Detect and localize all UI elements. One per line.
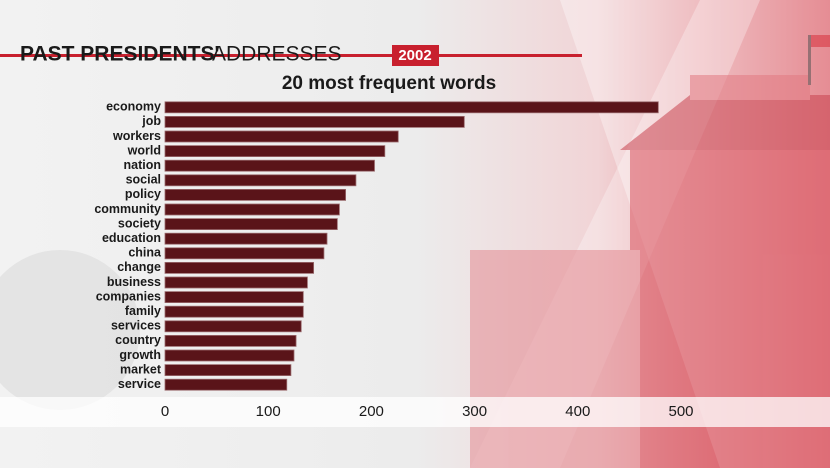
y-tick-label: country: [115, 333, 161, 347]
bar: [164, 364, 292, 377]
x-tick-label: 300: [462, 403, 487, 420]
bar: [164, 174, 357, 187]
y-tick-label: service: [118, 377, 161, 391]
bar: [164, 305, 304, 318]
bar: [164, 276, 308, 289]
y-tick-label: social: [126, 173, 161, 187]
bar: [164, 261, 315, 274]
y-tick-label: market: [120, 362, 162, 376]
title: ADDRESSES: [212, 43, 342, 66]
y-tick-label: china: [128, 246, 162, 260]
y-tick-label: community: [94, 202, 161, 216]
bar: [164, 232, 328, 245]
y-tick-label: economy: [106, 100, 161, 114]
y-tick-label: nation: [124, 158, 162, 172]
bar: [164, 203, 340, 216]
bar: [164, 101, 659, 114]
y-tick-label: change: [117, 260, 161, 274]
bar: [164, 378, 288, 391]
y-tick-label: companies: [96, 289, 161, 303]
bar: [164, 334, 297, 347]
x-tick-label: 500: [668, 403, 693, 420]
x-tick-label: 400: [565, 403, 590, 420]
x-tick-label: 200: [359, 403, 384, 420]
bar: [164, 291, 304, 304]
y-tick-label: job: [141, 114, 161, 128]
title: PAST PRESIDENTS': [20, 43, 219, 66]
bar: [164, 188, 347, 201]
y-tick-label: policy: [125, 187, 161, 201]
year-label: 2002: [398, 47, 431, 64]
bar: [164, 130, 399, 143]
bar: [164, 116, 465, 128]
y-tick-label: world: [127, 143, 161, 157]
bar: [164, 247, 325, 260]
y-tick-label: business: [107, 275, 161, 289]
y-tick-label: growth: [119, 348, 161, 362]
title-rule: [0, 54, 582, 57]
bar: [164, 218, 338, 231]
axis-band: [0, 397, 830, 427]
y-tick-label: workers: [112, 129, 161, 143]
bar: [164, 145, 386, 158]
year-badge: [392, 45, 439, 66]
bar: [164, 349, 295, 362]
y-tick-label: services: [111, 319, 161, 333]
subtitle: 20 most frequent words: [282, 73, 496, 94]
y-tick-label: family: [125, 304, 161, 318]
y-tick-label: education: [102, 231, 161, 245]
y-tick-label: society: [118, 216, 161, 230]
x-tick-label: 0: [161, 403, 169, 420]
crest: [0, 250, 140, 410]
x-tick-label: 100: [256, 403, 281, 420]
bar: [164, 159, 375, 172]
bar: [164, 320, 302, 333]
